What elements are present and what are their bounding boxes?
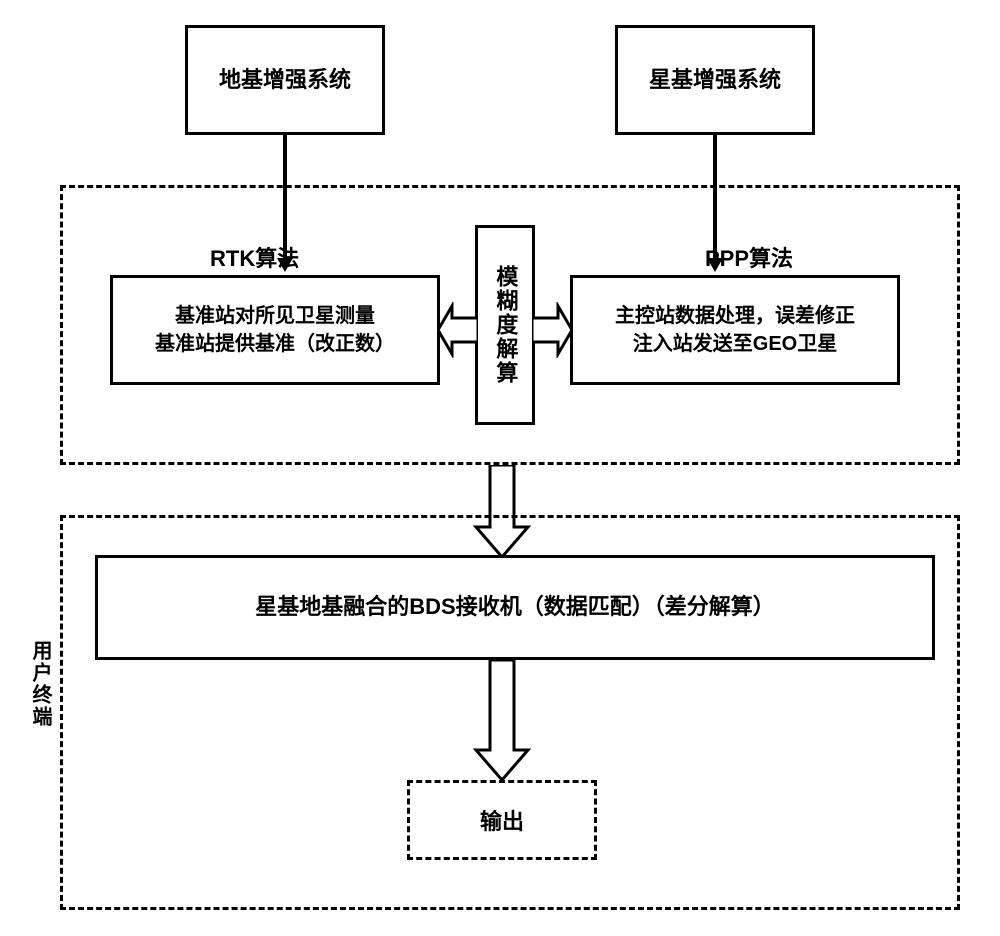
- ppp-label: PPP算法: [705, 215, 793, 273]
- ppp-description-box: 主控站数据处理，误差修正 注入站发送至GEO卫星: [570, 275, 900, 385]
- ground-augmentation-box: 地基增强系统: [185, 25, 385, 135]
- user-terminal-label: 用户终端: [26, 640, 55, 728]
- output-box: 输出: [407, 780, 597, 860]
- ambiguity-arrow-left: [438, 302, 478, 358]
- ambiguity-arrow-right: [532, 302, 572, 358]
- ppp-description-text: 主控站数据处理，误差修正 注入站发送至GEO卫星: [615, 302, 855, 358]
- ambiguity-box: 模糊度解算: [475, 225, 535, 425]
- arrow-receiver-to-output: [472, 660, 532, 780]
- output-label: 输出: [480, 804, 524, 836]
- receiver-box: 星基地基融合的BDS接收机（数据匹配）（差分解算）: [95, 555, 935, 660]
- rtk-description-text: 基准站对所见卫星测量 基准站提供基准（改正数）: [155, 302, 395, 358]
- rtk-description-box: 基准站对所见卫星测量 基准站提供基准（改正数）: [110, 275, 440, 385]
- rtk-label: RTK算法: [210, 215, 299, 273]
- satellite-augmentation-label: 星基增强系统: [649, 65, 781, 96]
- ground-augmentation-label: 地基增强系统: [219, 65, 351, 96]
- receiver-label: 星基地基融合的BDS接收机（数据匹配）（差分解算）: [255, 592, 774, 623]
- diagram-canvas: 地基增强系统 星基增强系统 RTK算法 PPP算法 基准站对所见卫星测量 基准站…: [0, 0, 1000, 936]
- satellite-augmentation-box: 星基增强系统: [615, 25, 815, 135]
- ambiguity-label: 模糊度解算: [490, 265, 521, 385]
